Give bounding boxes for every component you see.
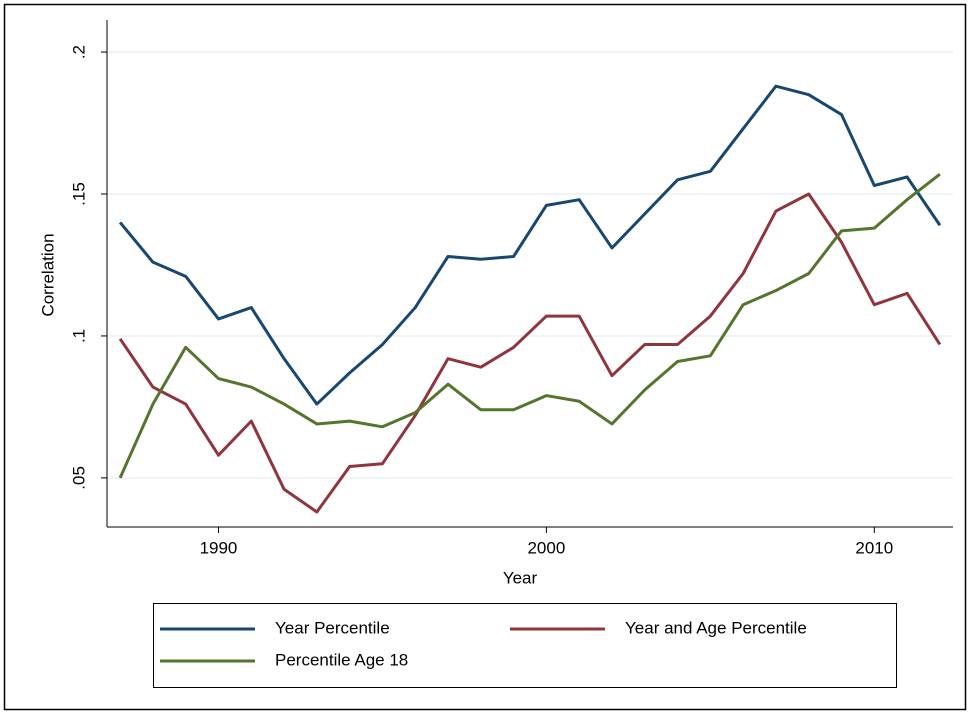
legend-box xyxy=(153,603,897,688)
series-line xyxy=(118,84,942,406)
y-tick-label: .2 xyxy=(69,45,88,59)
x-axis-title: Year xyxy=(503,568,538,587)
legend-label: Percentile Age 18 xyxy=(275,650,408,669)
y-axis-title: Correlation xyxy=(38,233,57,316)
series-line xyxy=(118,172,941,479)
legend-label: Year Percentile xyxy=(275,618,390,637)
series-line xyxy=(118,192,942,514)
x-tick-label: 2010 xyxy=(855,538,893,557)
y-tick-label: .05 xyxy=(69,466,88,490)
frame xyxy=(3,3,967,711)
y-tick-label: .1 xyxy=(69,329,88,343)
x-tick-label: 1990 xyxy=(200,538,238,557)
legend-label: Year and Age Percentile xyxy=(625,618,807,637)
y-tick-label: .15 xyxy=(69,182,88,206)
x-tick-label: 2000 xyxy=(527,538,565,557)
